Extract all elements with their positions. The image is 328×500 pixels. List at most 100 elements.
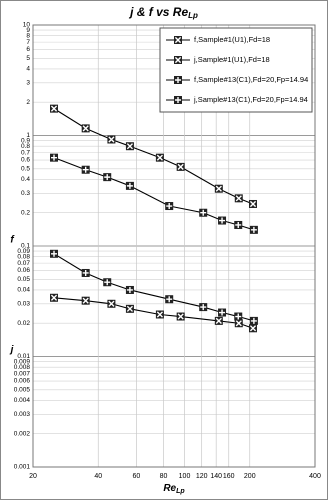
marker-cross <box>50 294 58 301</box>
y-tick-label: 5 <box>26 55 30 62</box>
y-tick-label: 0.004 <box>14 397 31 404</box>
legend-label: j,Sample#13(C1),Fd=20,Fp=14.94 <box>193 95 308 104</box>
y-tick-label: 0.3 <box>21 190 30 197</box>
legend-label: j,Sample#1(U1),Fd=18 <box>193 55 270 64</box>
y-tick-label: 3 <box>26 79 30 86</box>
marker-plus <box>235 221 242 228</box>
x-tick-label: 80 <box>160 473 168 480</box>
x-axis-label: ReLp <box>163 483 185 495</box>
marker-plus <box>175 97 181 103</box>
marker <box>125 304 134 313</box>
marker <box>155 153 164 162</box>
x-tick-label: 60 <box>133 473 141 480</box>
y-tick-label: 0.08 <box>17 253 30 260</box>
marker-plus <box>166 203 173 210</box>
marker <box>234 220 243 229</box>
marker-cross <box>108 300 115 307</box>
marker-plus <box>219 217 226 224</box>
legend: f,Sample#1(U1),Fd=18 j,Sample#1(U1),Fd=18… <box>159 27 313 113</box>
marker-plus <box>51 154 58 161</box>
marker <box>125 142 134 151</box>
y-tick-label: 0.002 <box>14 430 31 437</box>
marker <box>248 324 257 333</box>
y-tick-label: 0.005 <box>14 386 31 393</box>
y-tick-label: 0.03 <box>17 300 30 307</box>
marker <box>50 153 59 162</box>
chart-title: j & f vs ReLp <box>128 5 198 20</box>
marker <box>214 184 223 193</box>
marker-cross <box>174 36 182 44</box>
marker-plus <box>250 226 257 233</box>
marker <box>107 135 116 144</box>
marker-plus <box>235 313 242 320</box>
marker <box>249 225 258 234</box>
y-tick-label: 2 <box>26 99 30 106</box>
x-tick-label: 120 <box>196 473 208 480</box>
y-tick-label: 0.2 <box>21 209 30 216</box>
y-tick-label: 6 <box>26 46 30 53</box>
y-tick-label: 0.006 <box>14 378 31 385</box>
marker <box>176 162 185 171</box>
marker-plus <box>200 304 207 311</box>
plot-border <box>32 24 316 468</box>
marker <box>81 296 90 305</box>
marker <box>165 295 174 304</box>
y-tick-label: 9 <box>26 27 30 34</box>
marker-cross <box>235 195 242 202</box>
y-tick-label: 7 <box>26 39 30 46</box>
marker <box>174 76 182 84</box>
marker-plus <box>104 174 111 181</box>
y-tick-label: 0.8 <box>21 143 30 150</box>
x-tick-label: 200 <box>244 473 256 480</box>
y-tick-label: 0.09 <box>17 248 30 255</box>
y-tick-label: 0.07 <box>17 260 30 267</box>
marker-cross <box>235 320 242 327</box>
marker <box>81 124 90 133</box>
y-axis-label-f: f <box>10 235 15 246</box>
marker-cross <box>156 311 163 318</box>
marker-cross <box>249 200 257 208</box>
x-label-sub: Lp <box>176 488 185 495</box>
y-tick-label: 0.5 <box>21 165 30 172</box>
y-tick-label: 0.007 <box>14 370 31 377</box>
marker-plus <box>51 250 58 257</box>
y-tick-label: 0.001 <box>14 464 31 471</box>
y-tick-label: 0.009 <box>14 358 31 365</box>
marker <box>81 165 90 174</box>
marker <box>81 268 90 277</box>
x-tick-label: 40 <box>94 473 102 480</box>
marker <box>125 181 134 190</box>
y-tick-label: 0.9 <box>21 137 30 144</box>
y-tick-label: 0.1 <box>21 243 30 250</box>
y-tick-label: 0.4 <box>21 176 30 183</box>
y-tick-label: 0.02 <box>17 320 30 327</box>
marker <box>176 312 185 321</box>
marker <box>103 278 112 287</box>
marker <box>249 316 258 325</box>
y-tick-label: 10 <box>23 22 31 29</box>
y-axis-label-j: j <box>9 345 14 356</box>
y-tick-label: 4 <box>26 66 30 73</box>
marker-cross <box>126 305 134 312</box>
marker-cross <box>82 125 89 132</box>
title-main: j & f vs Re <box>128 5 188 19</box>
title-sub: Lp <box>188 11 198 20</box>
marker-cross <box>249 325 257 332</box>
marker <box>155 310 164 319</box>
x-tick-label: 100 <box>179 473 191 480</box>
marker-plus <box>250 317 257 324</box>
marker <box>218 308 227 317</box>
marker-plus <box>82 166 89 173</box>
y-tick-label: 8 <box>26 32 30 39</box>
marker <box>103 173 112 182</box>
y-tick-label: 0.06 <box>17 267 30 274</box>
marker-cross <box>108 136 115 143</box>
marker-plus <box>219 309 226 316</box>
y-tick-label: 1 <box>26 132 30 139</box>
x-tick-label: 160 <box>223 473 235 480</box>
marker-plus <box>175 77 181 83</box>
marker <box>248 199 257 208</box>
marker <box>234 319 243 328</box>
x-label-main: Re <box>163 483 176 494</box>
